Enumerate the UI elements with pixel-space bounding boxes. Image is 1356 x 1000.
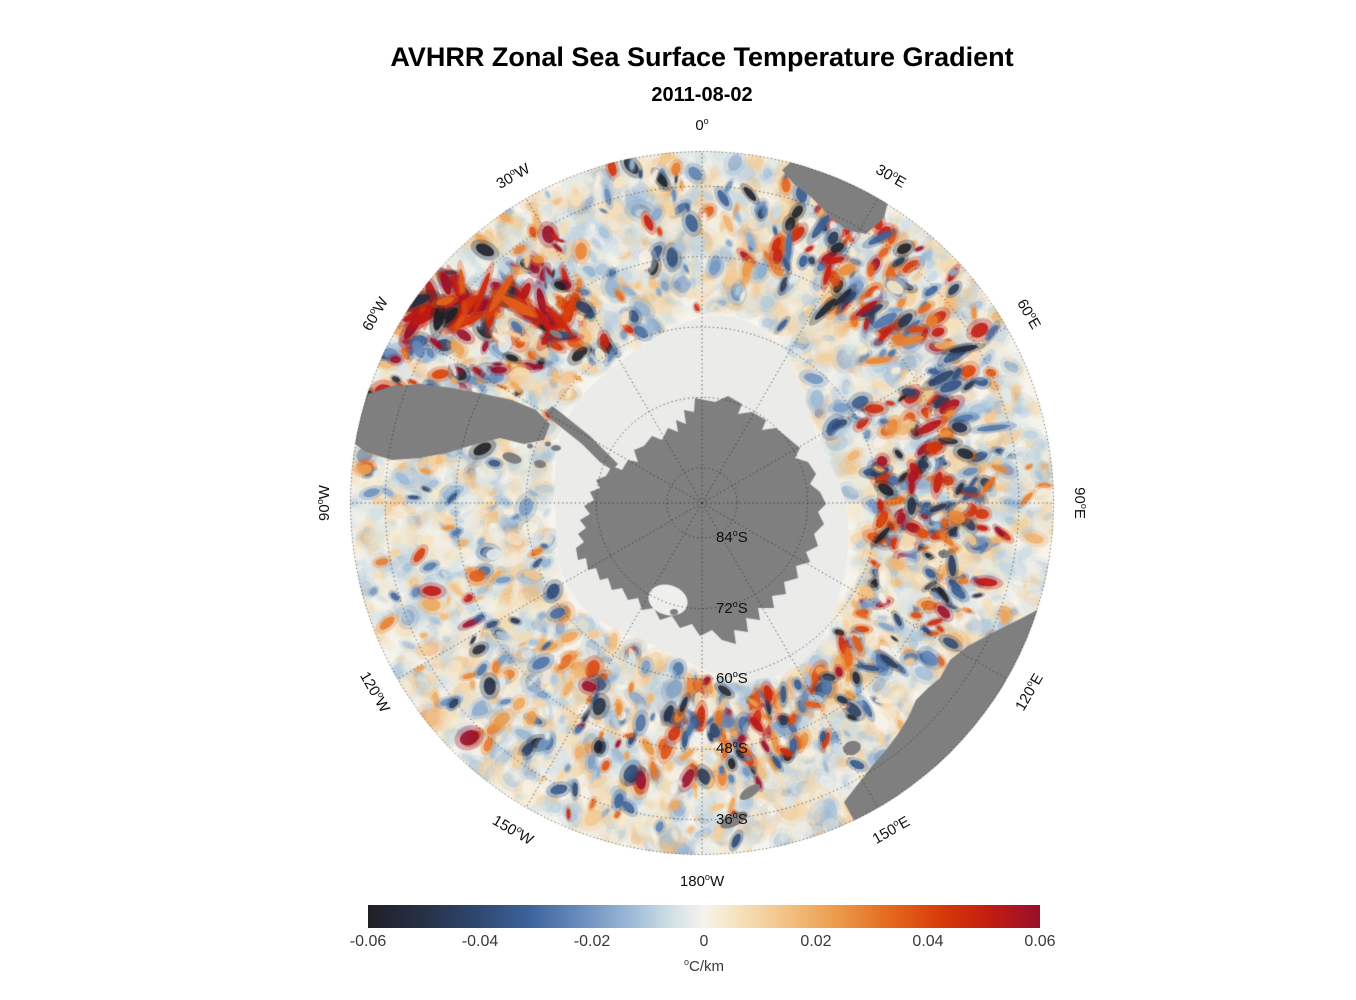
colorbar-tick-label: 0.04: [912, 933, 944, 950]
colorbar-tick-label: -0.06: [349, 933, 387, 950]
colorbar-tick-label: 0: [699, 933, 709, 950]
colorbar-tick-label: 0.02: [800, 933, 832, 950]
colorbar: -0.06 -0.04 -0.02 0 0.02 0.04 0.06 oC/km: [350, 905, 1056, 975]
colorbar-tick-label: -0.02: [573, 933, 611, 950]
colorbar-tick-label: -0.04: [461, 933, 499, 950]
colorbar-ticks: -0.06 -0.04 -0.02 0 0.02 0.04 0.06: [350, 933, 1056, 953]
colorbar-gradient: [368, 905, 1040, 928]
colorbar-unit-label: oC/km: [683, 957, 724, 975]
colorbar-tick-label: 0.06: [1024, 933, 1056, 950]
